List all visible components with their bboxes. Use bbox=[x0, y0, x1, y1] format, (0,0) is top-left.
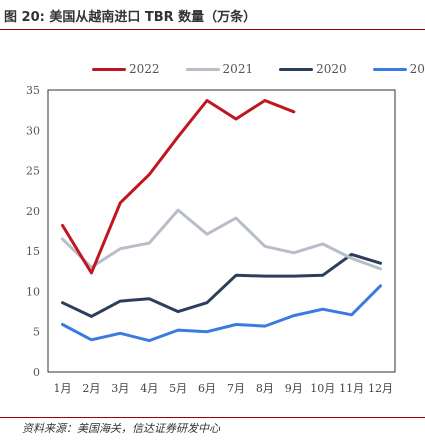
figure-title: 图 20: 美国从越南进口 TBR 数量（万条） bbox=[4, 10, 257, 25]
y-tick-label: 0 bbox=[33, 366, 40, 379]
y-tick-label: 10 bbox=[26, 285, 40, 298]
y-tick-label: 15 bbox=[26, 245, 40, 258]
series-lines bbox=[61, 99, 382, 343]
x-tick-label: 3月 bbox=[111, 382, 129, 395]
legend-swatch bbox=[185, 67, 220, 71]
y-axis-labels: 0 5 10 15 20 25 30 35 bbox=[26, 84, 40, 379]
legend-label: 2020 bbox=[316, 62, 347, 76]
source-divider bbox=[0, 417, 425, 418]
legend-item-2021: 2021 bbox=[185, 62, 254, 76]
plot-frame bbox=[47, 89, 396, 373]
y-tick-label: 20 bbox=[26, 205, 40, 218]
x-tick-label: 4月 bbox=[140, 382, 158, 395]
chart-axes bbox=[47, 89, 396, 373]
x-tick-label: 1月 bbox=[53, 382, 71, 395]
chart-legend: 2022 2021 2020 2019 bbox=[92, 62, 425, 76]
title-divider bbox=[0, 29, 425, 30]
x-tick-label: 7月 bbox=[227, 382, 245, 395]
legend-swatch bbox=[92, 67, 126, 71]
x-axis-labels: 1月 2月 3月 4月 5月 6月 7月 8月 9月 10月 11月 12月 bbox=[53, 382, 393, 395]
x-tick-label: 11月 bbox=[339, 382, 364, 395]
legend-item-2020: 2020 bbox=[279, 62, 347, 76]
y-tick-label: 30 bbox=[26, 124, 40, 137]
y-tick-label: 5 bbox=[33, 326, 40, 339]
series-line-2022 bbox=[61, 99, 296, 275]
x-tick-label: 12月 bbox=[368, 382, 393, 395]
y-tick-label: 25 bbox=[26, 165, 40, 178]
x-tick-label: 2月 bbox=[82, 382, 100, 395]
source-note: 资料来源：美国海关，信达证券研发中心 bbox=[22, 422, 220, 435]
x-tick-label: 6月 bbox=[198, 382, 216, 395]
legend-item-2022: 2022 bbox=[92, 62, 160, 76]
y-tick-label: 35 bbox=[26, 84, 40, 97]
legend-swatch bbox=[279, 67, 314, 71]
legend-swatch bbox=[372, 67, 407, 71]
x-tick-label: 10月 bbox=[310, 382, 335, 395]
x-tick-label: 5月 bbox=[169, 382, 187, 395]
x-tick-label: 8月 bbox=[256, 382, 274, 395]
series-line-2019 bbox=[61, 284, 382, 343]
legend-label: 2022 bbox=[129, 62, 160, 76]
x-tick-label: 9月 bbox=[285, 382, 303, 395]
legend-label: 2021 bbox=[222, 62, 254, 76]
series-line-2021 bbox=[61, 208, 382, 271]
legend-label: 2019 bbox=[409, 62, 425, 76]
series-line-2020 bbox=[61, 252, 382, 318]
legend-item-2019: 2019 bbox=[372, 62, 425, 76]
